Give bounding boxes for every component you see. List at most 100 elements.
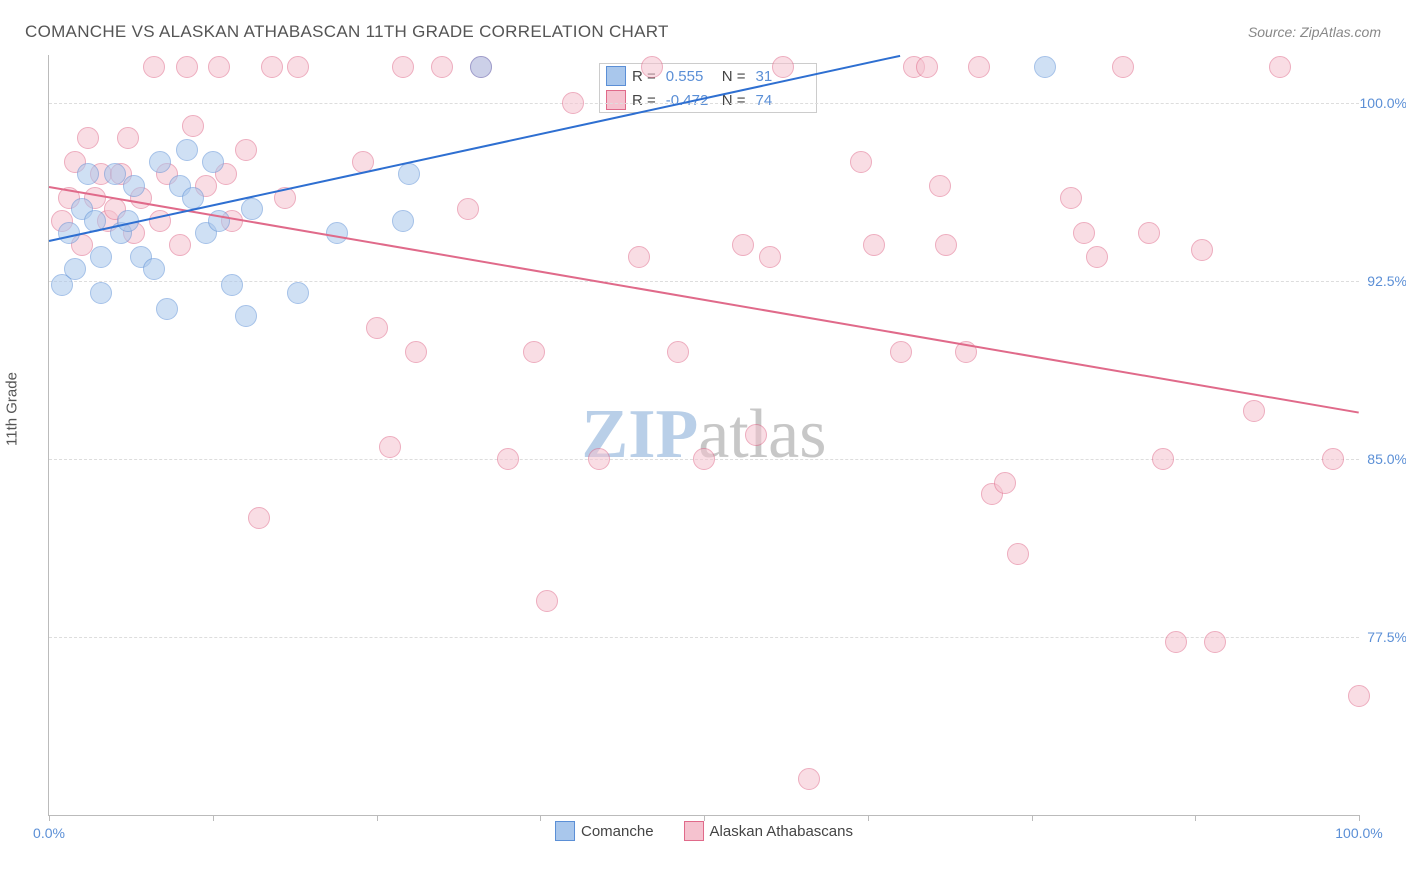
data-point	[562, 92, 584, 114]
data-point	[470, 56, 492, 78]
data-point	[241, 198, 263, 220]
data-point	[929, 175, 951, 197]
data-point	[248, 507, 270, 529]
data-point	[379, 436, 401, 458]
data-point	[405, 341, 427, 363]
data-point	[588, 448, 610, 470]
data-point	[176, 56, 198, 78]
legend-swatch	[606, 90, 626, 110]
data-point	[732, 234, 754, 256]
data-point	[123, 175, 145, 197]
data-point	[261, 56, 283, 78]
data-point	[667, 341, 689, 363]
data-point	[1007, 543, 1029, 565]
data-point	[1060, 187, 1082, 209]
x-tick-label: 0.0%	[33, 825, 65, 841]
gridline	[49, 103, 1359, 104]
data-point	[202, 151, 224, 173]
y-tick-label: 85.0%	[1367, 451, 1406, 467]
data-point	[798, 768, 820, 790]
data-point	[916, 56, 938, 78]
data-point	[1073, 222, 1095, 244]
legend-swatch	[684, 821, 704, 841]
x-tick	[49, 815, 50, 821]
x-tick	[704, 815, 705, 821]
data-point	[1348, 685, 1370, 707]
x-tick	[1032, 815, 1033, 821]
legend-swatch	[606, 66, 626, 86]
data-point	[326, 222, 348, 244]
data-point	[398, 163, 420, 185]
chart-title: COMANCHE VS ALASKAN ATHABASCAN 11TH GRAD…	[25, 22, 669, 42]
data-point	[994, 472, 1016, 494]
data-point	[77, 127, 99, 149]
data-point	[457, 198, 479, 220]
data-point	[1152, 448, 1174, 470]
data-point	[143, 56, 165, 78]
data-point	[287, 282, 309, 304]
data-point	[117, 127, 139, 149]
data-point	[1112, 56, 1134, 78]
data-point	[235, 139, 257, 161]
y-axis-title: 11th Grade	[4, 372, 21, 446]
data-point	[235, 305, 257, 327]
series-legend: Comanche Alaskan Athabascans	[555, 821, 853, 841]
data-point	[64, 258, 86, 280]
data-point	[759, 246, 781, 268]
data-point	[392, 210, 414, 232]
data-point	[182, 187, 204, 209]
gridline	[49, 637, 1359, 638]
data-point	[1269, 56, 1291, 78]
y-tick-label: 100.0%	[1360, 95, 1406, 111]
x-tick	[868, 815, 869, 821]
scatter-plot-area: ZIPatlas R =0.555N =31R =-0.472N =74 Com…	[48, 55, 1359, 816]
legend-r-label: R =	[632, 92, 656, 109]
source-attribution: Source: ZipAtlas.com	[1248, 24, 1381, 40]
legend-n-value: 74	[756, 92, 806, 109]
data-point	[641, 56, 663, 78]
data-point	[366, 317, 388, 339]
data-point	[628, 246, 650, 268]
legend-series-item: Alaskan Athabascans	[684, 821, 853, 841]
x-tick	[377, 815, 378, 821]
x-tick	[540, 815, 541, 821]
data-point	[745, 424, 767, 446]
data-point	[104, 163, 126, 185]
data-point	[182, 115, 204, 137]
data-point	[1243, 400, 1265, 422]
x-tick	[1359, 815, 1360, 821]
data-point	[1086, 246, 1108, 268]
data-point	[1138, 222, 1160, 244]
data-point	[431, 56, 453, 78]
data-point	[890, 341, 912, 363]
data-point	[693, 448, 715, 470]
data-point	[1204, 631, 1226, 653]
legend-r-value: 0.555	[666, 68, 716, 85]
y-tick-label: 77.5%	[1367, 629, 1406, 645]
data-point	[176, 139, 198, 161]
data-point	[90, 282, 112, 304]
legend-swatch	[555, 821, 575, 841]
x-tick-label: 100.0%	[1335, 825, 1382, 841]
data-point	[863, 234, 885, 256]
legend-series-item: Comanche	[555, 821, 654, 841]
data-point	[221, 274, 243, 296]
data-point	[90, 246, 112, 268]
legend-n-label: N =	[722, 68, 746, 85]
x-tick	[213, 815, 214, 821]
data-point	[143, 258, 165, 280]
data-point	[77, 163, 99, 185]
data-point	[169, 234, 191, 256]
data-point	[1034, 56, 1056, 78]
x-tick	[1195, 815, 1196, 821]
data-point	[1165, 631, 1187, 653]
legend-correlation-row: R =-0.472N =74	[600, 88, 816, 112]
gridline	[49, 281, 1359, 282]
data-point	[156, 298, 178, 320]
trend-line	[49, 186, 1359, 414]
data-point	[287, 56, 309, 78]
data-point	[772, 56, 794, 78]
data-point	[850, 151, 872, 173]
legend-series-label: Comanche	[581, 823, 654, 840]
y-tick-label: 92.5%	[1367, 273, 1406, 289]
